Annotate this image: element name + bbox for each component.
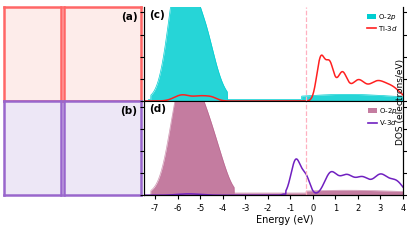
Text: (d): (d)	[149, 104, 166, 114]
Text: (a): (a)	[121, 12, 138, 22]
Legend: O-2$p$, Ti-3$d$: O-2$p$, Ti-3$d$	[366, 10, 399, 34]
Text: (c): (c)	[149, 10, 165, 20]
Text: DOS (electrons/eV): DOS (electrons/eV)	[396, 59, 405, 145]
Text: Energy (eV): Energy (eV)	[256, 215, 314, 225]
Legend: O-2$p$, V-3$d$: O-2$p$, V-3$d$	[367, 104, 399, 128]
Text: (b): (b)	[120, 106, 138, 116]
